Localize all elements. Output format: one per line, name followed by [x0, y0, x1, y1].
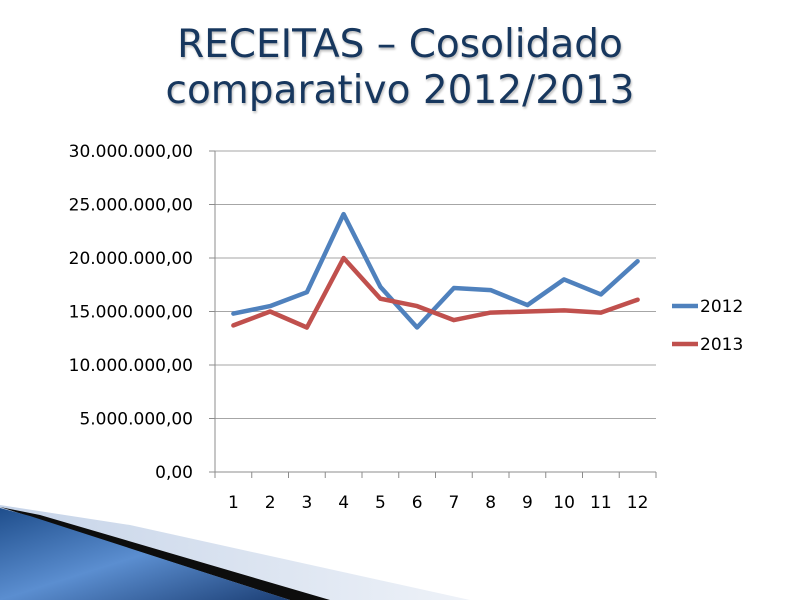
- y-tick-label: 5.000.000,00: [79, 410, 193, 430]
- x-tick-label: 9: [522, 493, 533, 513]
- swoosh-blue-band: [0, 508, 290, 600]
- decorative-swoosh: [0, 505, 470, 600]
- x-tick-label: 1: [228, 493, 239, 513]
- x-tick-label: 7: [448, 493, 459, 513]
- y-tick-label: 20.000.000,00: [69, 249, 193, 269]
- x-tick-label: 11: [590, 493, 612, 513]
- swoosh-black-band: [0, 507, 330, 600]
- series-line-2013: [231, 255, 640, 330]
- y-axis-tick-labels: 0,00 5.000.000,00 10.000.000,00 15.000.000,…: [69, 142, 193, 483]
- x-axis-tick-labels: 1 2 3 4 5 6 7 8 9 10 11 12: [228, 493, 648, 513]
- y-tick-label: 30.000.000,00: [69, 142, 193, 162]
- x-tick-label: 10: [553, 493, 575, 513]
- y-tick-label: 10.000.000,00: [69, 356, 193, 376]
- y-tick-label: 25.000.000,00: [69, 196, 193, 216]
- legend-label-2013: 2013: [700, 335, 743, 355]
- x-tick-label: 8: [485, 493, 496, 513]
- chart-title: RECEITAS – Cosolidado comparativo 2012/2…: [0, 22, 800, 114]
- chart-title-line1: RECEITAS – Cosolidado: [177, 22, 623, 67]
- y-tick-label: 15.000.000,00: [69, 303, 193, 323]
- axes: [209, 150, 657, 478]
- legend-label-2012: 2012: [700, 297, 743, 317]
- series-line-2012: [231, 211, 640, 330]
- chart-title-line2: comparativo 2012/2013: [165, 68, 635, 113]
- x-tick-label: 3: [301, 493, 312, 513]
- x-tick-label: 2: [265, 493, 276, 513]
- y-tick-label: 0,00: [155, 463, 193, 483]
- x-tick-label: 5: [375, 493, 386, 513]
- gridlines: [215, 150, 656, 419]
- x-tick-label: 12: [627, 493, 649, 513]
- x-tick-label: 4: [338, 493, 349, 513]
- legend: 2012 2013: [672, 297, 743, 355]
- series-lines: [231, 211, 640, 330]
- x-tick-label: 6: [412, 493, 423, 513]
